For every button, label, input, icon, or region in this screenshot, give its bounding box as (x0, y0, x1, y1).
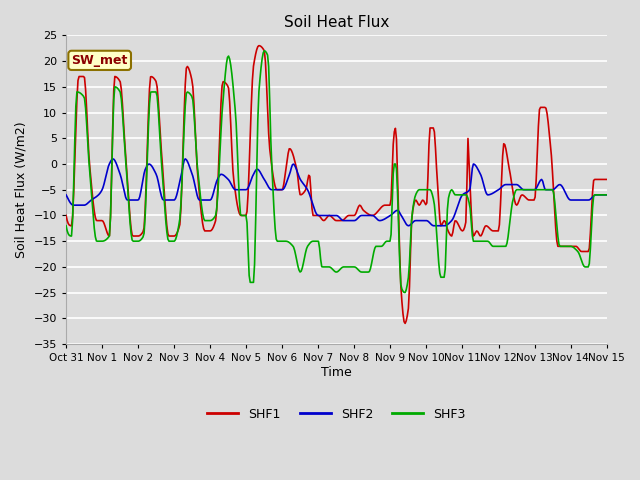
SHF2 (62, 192, 70, 198)
SHF1 (62, 213, 70, 218)
SHF3 (385, 238, 393, 244)
SHF1 (592, 177, 600, 182)
SHF2 (320, 213, 328, 218)
SHF1 (255, 43, 263, 48)
SHF3 (323, 264, 331, 270)
SHF3 (356, 268, 364, 274)
SHF2 (431, 223, 438, 228)
SHF3 (508, 207, 515, 213)
Line: SHF3: SHF3 (66, 51, 607, 292)
SHF1 (508, 178, 515, 184)
Legend: SHF1, SHF2, SHF3: SHF1, SHF2, SHF3 (202, 403, 470, 426)
Title: Soil Heat Flux: Soil Heat Flux (284, 15, 389, 30)
SHF3 (62, 223, 70, 228)
SHF3 (260, 48, 268, 54)
X-axis label: Time: Time (321, 366, 352, 379)
SHF1 (401, 321, 409, 326)
SHF1 (603, 177, 611, 182)
SHF3 (603, 192, 611, 198)
SHF2 (508, 182, 515, 188)
SHF3 (320, 264, 328, 270)
Line: SHF1: SHF1 (66, 46, 607, 324)
SHF1 (320, 218, 328, 224)
Y-axis label: Soil Heat Flux (W/m2): Soil Heat Flux (W/m2) (15, 121, 28, 258)
SHF2 (323, 213, 331, 218)
SHF2 (181, 156, 189, 162)
SHF2 (385, 214, 393, 219)
Line: SHF2: SHF2 (66, 159, 607, 226)
SHF3 (592, 192, 600, 198)
Text: SW_met: SW_met (72, 54, 128, 67)
SHF3 (401, 289, 409, 295)
SHF1 (323, 214, 331, 220)
SHF2 (356, 214, 364, 219)
SHF2 (592, 192, 600, 198)
SHF1 (356, 202, 364, 208)
SHF1 (385, 202, 393, 208)
SHF2 (603, 192, 611, 198)
